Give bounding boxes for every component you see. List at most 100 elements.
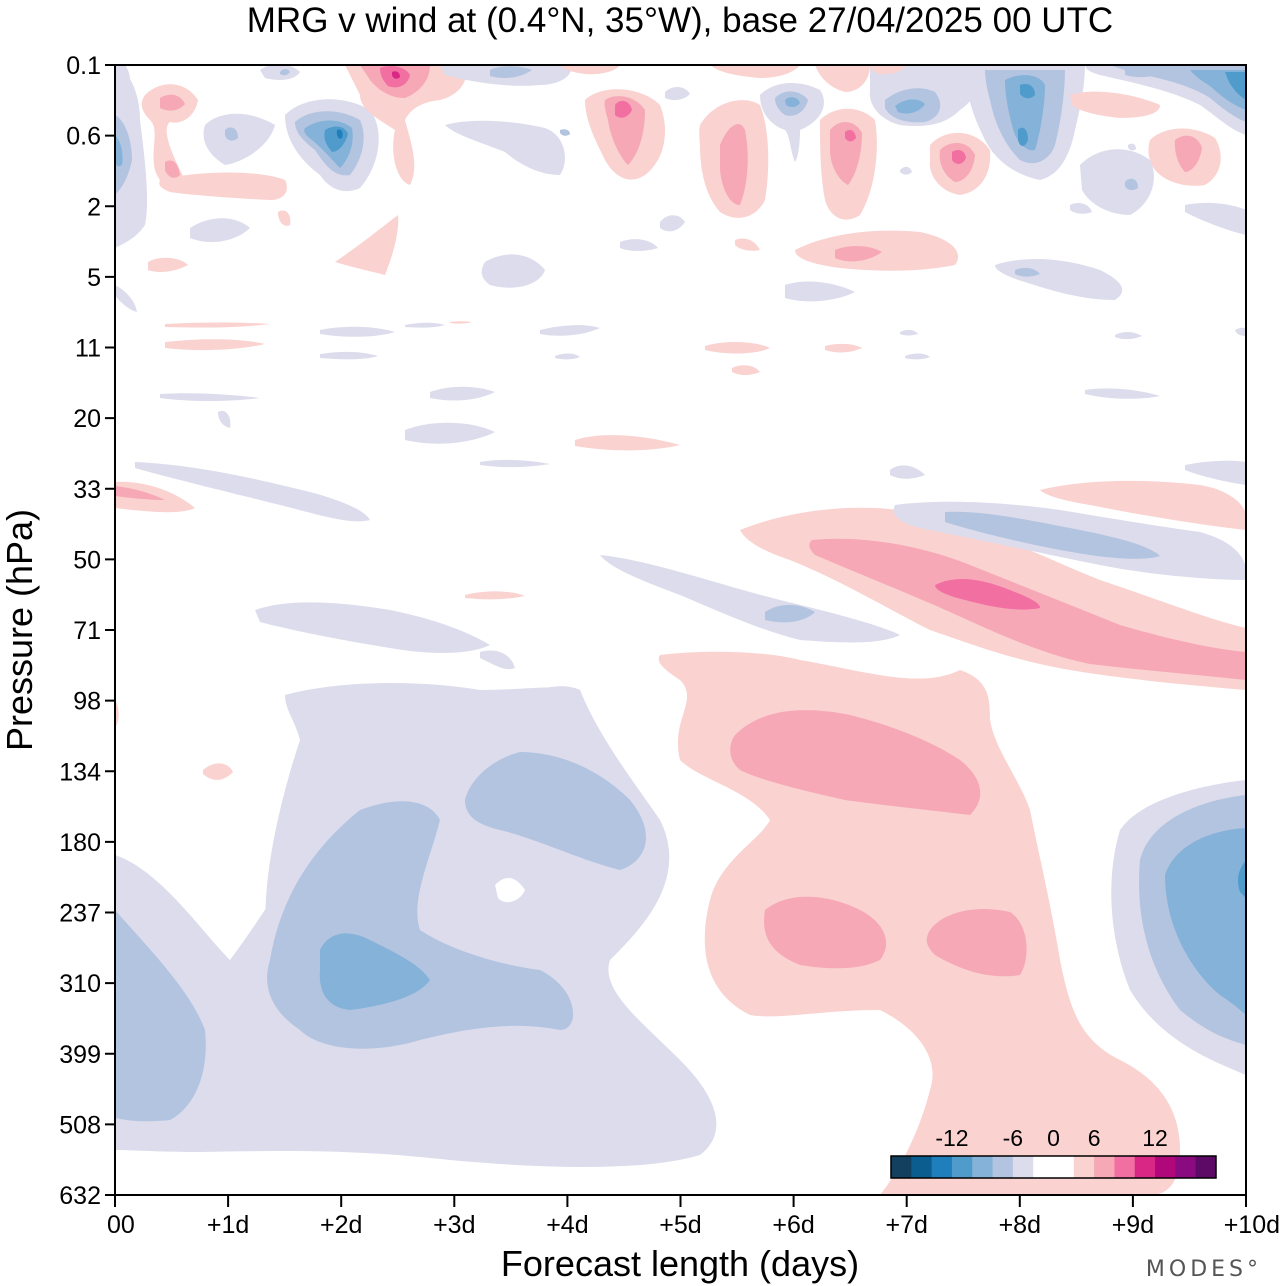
contour-pos-5-h [335,215,399,275]
x-tick-label: +7d [885,1211,927,1239]
contour-neg-mid-left [115,910,206,1122]
contour-neg-17-b [1125,178,1138,191]
contour-pos-left-2-inner [165,160,180,178]
contour-pos-11-i [732,365,760,375]
contour-neg-left-edge-3 [115,135,123,167]
contour-neg-5-j [620,239,658,251]
x-tick-label: +10d [1224,1211,1280,1239]
y-tick-label: 71 [73,617,101,645]
contour-pos-18 [870,65,905,75]
contour-neg-1-inner [225,127,238,141]
contour-pos-right-thin [1040,480,1246,530]
x-tick-label: +1d [207,1211,249,1239]
contour-neg-11-e [540,325,600,336]
contour-neg-40-dot [890,465,925,479]
colorbar-swatch [1195,1156,1217,1178]
colorbar-label: 6 [1088,1125,1101,1151]
contour-neg-11-d [320,351,378,360]
brand-logo: MODES° [1146,1257,1262,1282]
contour-neg-17 [1080,149,1154,215]
colorbar-swatch [992,1156,1014,1178]
colorbar-swatch [891,1156,912,1178]
contour-neg-20 [1128,143,1136,151]
contour-pos-left-1-inner [160,94,185,111]
colorbar-swatch [931,1156,953,1178]
y-tick-label: 180 [59,829,101,857]
x-tick-label: +5d [659,1211,701,1239]
colorbar-frame [890,1155,1217,1179]
y-tick-label: 11 [75,335,101,363]
contour-neg-5-k [660,215,685,232]
colorbar-swatch [1155,1156,1176,1178]
contour-neg-14-d [1225,72,1246,100]
contour-pos-5-g [148,257,188,273]
y-tick-label: 50 [73,546,101,574]
y-tick-label: 134 [59,758,101,786]
colorbar-label: -6 [1003,1125,1023,1151]
contour-pos-40-small [465,591,525,600]
colorbar-swatch [1114,1156,1136,1178]
contour-neg-11-n [405,322,445,328]
contour-neg-11-l [905,353,930,360]
colorbar-swatch [1073,1156,1095,1178]
colorbar-swatch [951,1156,973,1178]
x-tick-label: +3d [433,1211,475,1239]
contour-pos-16-b [1174,135,1202,172]
contour-neg-3-inner [280,69,290,76]
y-tick-label: 0.1 [66,52,101,80]
contour-neg-5-n [1070,202,1092,214]
contour-neg-11-c [895,99,925,114]
contour-pos-5-f [735,238,760,251]
colorbar-swatch [1175,1156,1197,1178]
y-tick-label: 508 [59,1111,101,1139]
x-tick-label: +2d [320,1211,362,1239]
contour-pos-20-c [575,435,680,451]
colorbar-label: -12 [935,1125,968,1151]
contour-neg-71-left [255,602,490,653]
contour-pos-band-strong [935,578,1040,610]
contour-neg-4-b [490,66,532,78]
contour-neg-11-c [320,326,395,337]
contour-neg-71-small [480,650,515,670]
contour-neg-left-top [115,65,131,91]
contour-pos-5-e-inner [835,246,882,262]
contour-pos-mid-upper [730,710,981,815]
contour-pos-6-c [615,100,632,118]
contour-neg-mid-top [465,752,647,870]
contour-neg-12-c [1005,75,1045,151]
contour-pos-11-b [165,322,270,328]
contour-pos-mid-lower-left [764,896,887,969]
colorbar-swatch [911,1156,933,1178]
contour-neg-11-f [555,353,580,360]
contour-pos-3 [345,65,467,185]
chart-title: MRG v wind at (0.4°N, 35°W), base 27/04/… [247,1,1113,40]
contour-neg-19 [900,166,912,175]
contour-neg-5-m [1185,202,1246,235]
contour-neg-right-band-inner [945,511,1160,559]
y-axis-label: Pressure (hPa) [0,509,40,751]
colorbar-swatch [1053,1156,1075,1178]
x-axis-label: Forecast length (days) [501,1243,859,1284]
y-tick-label: 2 [87,193,101,221]
contour-neg-20-left [160,393,260,401]
contour-neg-14-e [1125,67,1158,78]
x-axis: 00 +1d +2d +3d +4d +5d +6d +7d +8d +9d +10d [107,1195,1280,1239]
y-tick-label: 237 [59,900,101,928]
y-tick-label: 98 [73,688,101,716]
x-tick-label: +9d [1112,1211,1154,1239]
contour-neg-1 [203,113,275,165]
contour-neg-12-d [1018,127,1028,146]
contour-neg-5-d [115,285,137,312]
contour-neg-50-core [765,604,815,623]
colorbar-label: 0 [1047,1125,1060,1151]
contour-neg-9-c [785,97,800,108]
contour-field [115,64,1246,1195]
contour-pos-11-g [705,342,770,354]
contour-neg-lavender-upper [265,683,580,960]
contour-neg-left-edge-2 [115,115,132,195]
contour-neg-5-c-inner [1015,267,1040,277]
colorbar: -12 -6 0 6 12 [890,1125,1217,1179]
contour-neg-hole [495,878,525,903]
contour-pos-10-top [815,65,870,92]
contour-pos-11-h [825,343,862,353]
